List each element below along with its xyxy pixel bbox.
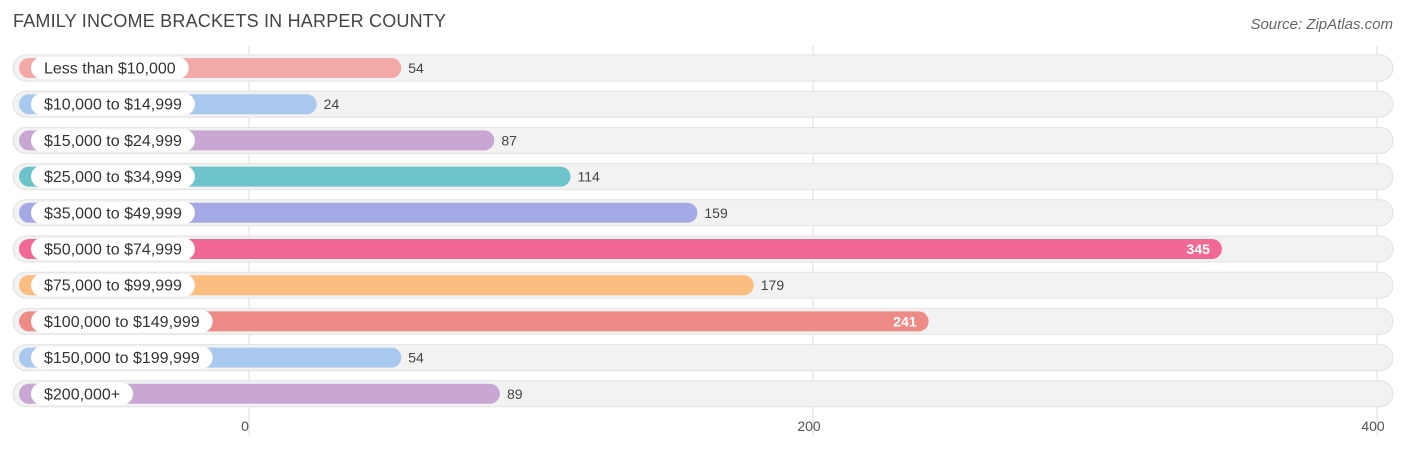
value-labels: 54 24 87 114 159 345 179 241 54 89	[324, 60, 1210, 402]
category-label: $25,000 to $34,999	[44, 169, 182, 186]
value-label: 114	[577, 169, 600, 185]
category-label: $100,000 to $149,999	[44, 314, 200, 331]
value-label: 54	[408, 350, 424, 366]
bar-6	[19, 275, 754, 296]
chart-title: FAMILY INCOME BRACKETS IN HARPER COUNTY	[13, 11, 447, 31]
value-label: 54	[408, 60, 424, 76]
value-label: 345	[1187, 241, 1211, 257]
tick-label-0: 0	[241, 418, 249, 434]
row-track	[12, 90, 1394, 118]
category-pill	[31, 165, 195, 188]
category-pill	[31, 93, 195, 116]
tick-label-200: 200	[797, 418, 821, 434]
category-pill	[31, 346, 213, 369]
category-labels: Less than $10,000 $10,000 to $14,999 $15,0…	[31, 57, 213, 405]
category-label: Less than $10,000	[44, 61, 176, 78]
value-label: 179	[761, 277, 785, 293]
value-label: 24	[324, 96, 340, 112]
category-pill	[31, 310, 213, 333]
category-label: $200,000+	[44, 386, 120, 403]
axis-ticks: 0 200 400	[241, 418, 1385, 434]
category-label: $150,000 to $199,999	[44, 350, 200, 367]
value-label: 241	[893, 313, 917, 329]
category-pill	[31, 57, 189, 79]
category-pill	[31, 129, 195, 152]
category-label: $75,000 to $99,999	[44, 278, 182, 295]
category-label: $35,000 to $49,999	[44, 205, 182, 222]
category-pill	[31, 238, 195, 260]
value-label: 87	[501, 132, 517, 148]
value-label: 89	[507, 386, 523, 402]
category-pill	[31, 201, 195, 224]
bar-5	[19, 239, 1222, 259]
category-pill	[31, 274, 195, 297]
bar-9	[19, 383, 500, 404]
value-label: 159	[704, 205, 728, 221]
tick-label-400: 400	[1361, 418, 1385, 434]
source-note: Source: ZipAtlas.com	[1250, 16, 1393, 33]
category-pill	[31, 382, 134, 405]
category-label: $50,000 to $74,999	[44, 242, 182, 259]
bar-7	[19, 311, 929, 332]
category-label: $10,000 to $14,999	[44, 97, 182, 114]
category-label: $15,000 to $24,999	[44, 133, 182, 150]
